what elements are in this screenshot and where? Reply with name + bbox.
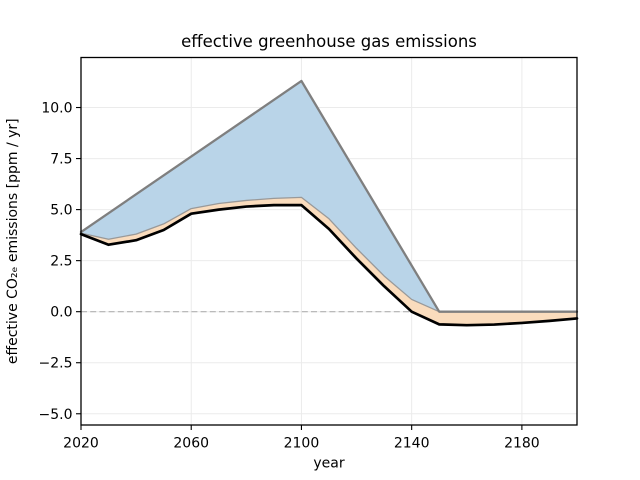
gridlines [80, 57, 577, 425]
y-axis-label: effective CO₂ₑ emissions [ppm / yr] [5, 118, 21, 364]
y-tick-label: 0.0 [50, 305, 72, 321]
lower-emissions-line [79, 203, 579, 327]
area-fills [81, 80, 577, 326]
y-tick-label: 7.5 [50, 152, 72, 168]
y-tick-labels: −5.0 −2.5 0.0 2.5 5.0 7.5 10.0 [39, 101, 73, 423]
upper-band-fill [81, 80, 577, 312]
y-tick-label: 2.5 [50, 254, 72, 270]
tick-marks [76, 106, 523, 430]
plot-border [80, 56, 578, 426]
axes-frame [80, 56, 578, 426]
middle-emissions-line [80, 196, 578, 313]
y-tick-label: −5.0 [39, 407, 73, 423]
x-tick-label: 2060 [173, 436, 209, 452]
x-axis-label: year [313, 456, 344, 472]
upper-emissions-line [79, 79, 579, 313]
y-tick-label: −2.5 [39, 356, 73, 372]
data-lines [79, 79, 579, 327]
y-tick-label: 5.0 [50, 203, 72, 219]
x-tick-label: 2020 [63, 436, 99, 452]
x-tick-label: 2100 [284, 436, 320, 452]
x-tick-labels: 2020 2060 2100 2140 2180 [63, 436, 540, 452]
x-tick-label: 2180 [504, 436, 540, 452]
x-tick-label: 2140 [394, 436, 430, 452]
chart-title: effective greenhouse gas emissions [181, 32, 477, 51]
y-tick-label: 10.0 [41, 101, 72, 117]
